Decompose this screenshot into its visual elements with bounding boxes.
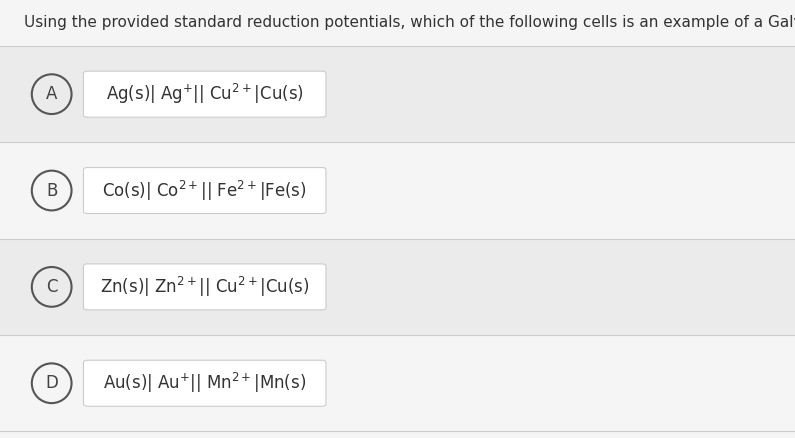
Text: Ag(s)$|$ Ag$^{+}$$||$ Cu$^{2+}$$|$Cu(s): Ag(s)$|$ Ag$^{+}$$||$ Cu$^{2+}$$|$Cu(s) <box>106 82 304 106</box>
Text: Zn(s)$|$ Zn$^{2+}$$||$ Cu$^{2+}$$|$Cu(s): Zn(s)$|$ Zn$^{2+}$$||$ Cu$^{2+}$$|$Cu(s) <box>100 275 309 299</box>
Text: D: D <box>45 374 58 392</box>
FancyBboxPatch shape <box>0 142 795 239</box>
Text: A: A <box>46 85 57 103</box>
Text: B: B <box>46 181 57 200</box>
Text: Au(s)$|$ Au$^{+}$$||$ Mn$^{2+}$$|$Mn(s): Au(s)$|$ Au$^{+}$$||$ Mn$^{2+}$$|$Mn(s) <box>103 371 306 396</box>
Text: Using the provided standard reduction potentials, which of the following cells i: Using the provided standard reduction po… <box>24 15 795 30</box>
FancyBboxPatch shape <box>83 360 326 406</box>
Text: Co(s)$|$ Co$^{2+}$$||$ Fe$^{2+}$$|$Fe(s): Co(s)$|$ Co$^{2+}$$||$ Fe$^{2+}$$|$Fe(s) <box>103 178 307 203</box>
Text: C: C <box>46 278 57 296</box>
FancyBboxPatch shape <box>0 46 795 142</box>
FancyBboxPatch shape <box>83 264 326 310</box>
FancyBboxPatch shape <box>0 335 795 431</box>
FancyBboxPatch shape <box>83 167 326 213</box>
FancyBboxPatch shape <box>83 71 326 117</box>
FancyBboxPatch shape <box>0 239 795 335</box>
